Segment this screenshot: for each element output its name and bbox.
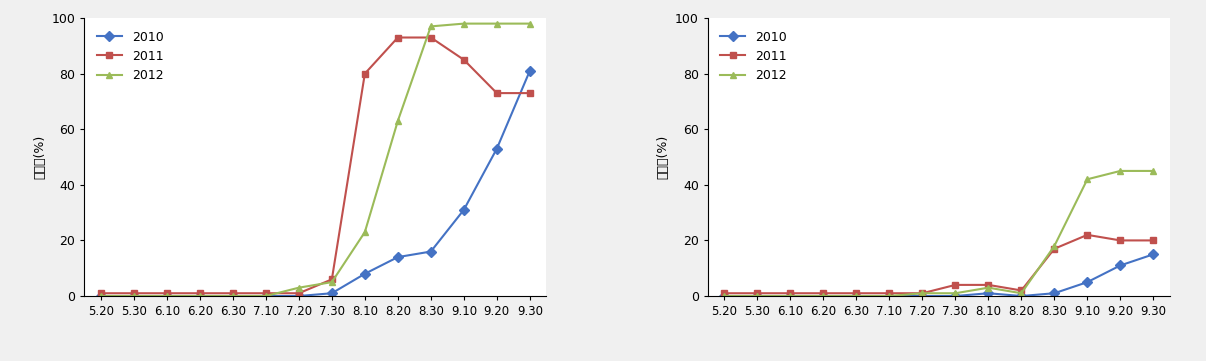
2011 <box>358 71 373 76</box>
2011 <box>423 35 438 40</box>
2010 <box>1146 252 1160 256</box>
2010 <box>882 294 896 298</box>
2012 <box>915 291 930 295</box>
2012 <box>1047 244 1061 248</box>
2010 <box>718 294 732 298</box>
Line: 2011: 2011 <box>721 231 1157 297</box>
2012 <box>948 291 962 295</box>
2012 <box>750 294 765 298</box>
2011 <box>324 277 339 282</box>
2010 <box>457 208 472 212</box>
Legend: 2010, 2011, 2012: 2010, 2011, 2012 <box>714 24 794 88</box>
2010 <box>1081 280 1095 284</box>
2012 <box>457 21 472 26</box>
Line: 2010: 2010 <box>721 251 1157 300</box>
2010 <box>982 291 996 295</box>
2011 <box>1014 288 1029 293</box>
2012 <box>882 294 896 298</box>
2011 <box>882 291 896 295</box>
2012 <box>324 280 339 284</box>
2011 <box>1146 238 1160 243</box>
2012 <box>982 286 996 290</box>
2010 <box>258 294 273 298</box>
2010 <box>391 255 405 259</box>
2012 <box>292 286 306 290</box>
2010 <box>783 294 797 298</box>
2010 <box>915 294 930 298</box>
2012 <box>522 21 537 26</box>
2011 <box>522 91 537 95</box>
2012 <box>94 294 109 298</box>
2011 <box>127 291 141 295</box>
2010 <box>1047 291 1061 295</box>
2010 <box>423 249 438 254</box>
2012 <box>358 230 373 234</box>
2011 <box>948 283 962 287</box>
2010 <box>226 294 240 298</box>
Line: 2012: 2012 <box>721 168 1157 300</box>
2010 <box>193 294 207 298</box>
2010 <box>1014 294 1029 298</box>
2012 <box>127 294 141 298</box>
2012 <box>423 24 438 29</box>
2011 <box>391 35 405 40</box>
Legend: 2010, 2011, 2012: 2010, 2011, 2012 <box>90 24 170 88</box>
Line: 2011: 2011 <box>98 34 533 297</box>
2010 <box>127 294 141 298</box>
2010 <box>522 69 537 73</box>
2011 <box>718 291 732 295</box>
2012 <box>258 294 273 298</box>
2010 <box>1113 263 1128 268</box>
2012 <box>193 294 207 298</box>
2011 <box>1113 238 1128 243</box>
2010 <box>849 294 863 298</box>
2011 <box>849 291 863 295</box>
2011 <box>490 91 504 95</box>
2011 <box>258 291 273 295</box>
2010 <box>324 291 339 295</box>
2011 <box>292 291 306 295</box>
2011 <box>193 291 207 295</box>
Y-axis label: 발병율(%): 발병율(%) <box>656 135 669 179</box>
2010 <box>948 294 962 298</box>
2010 <box>358 271 373 276</box>
2011 <box>750 291 765 295</box>
2010 <box>159 294 174 298</box>
2011 <box>94 291 109 295</box>
2012 <box>391 119 405 123</box>
2010 <box>490 147 504 151</box>
2011 <box>982 283 996 287</box>
2011 <box>915 291 930 295</box>
2011 <box>226 291 240 295</box>
2012 <box>849 294 863 298</box>
2010 <box>292 294 306 298</box>
2012 <box>490 21 504 26</box>
2012 <box>783 294 797 298</box>
2010 <box>94 294 109 298</box>
2012 <box>159 294 174 298</box>
2012 <box>226 294 240 298</box>
2012 <box>1081 177 1095 182</box>
2010 <box>816 294 831 298</box>
2010 <box>750 294 765 298</box>
2012 <box>718 294 732 298</box>
2012 <box>1146 169 1160 173</box>
2012 <box>1113 169 1128 173</box>
2011 <box>159 291 174 295</box>
2012 <box>816 294 831 298</box>
2011 <box>457 57 472 62</box>
2012 <box>1014 291 1029 295</box>
2011 <box>1081 233 1095 237</box>
Y-axis label: 발병율(%): 발병율(%) <box>33 135 46 179</box>
Line: 2012: 2012 <box>98 20 533 300</box>
2011 <box>1047 247 1061 251</box>
2011 <box>816 291 831 295</box>
2011 <box>783 291 797 295</box>
Line: 2010: 2010 <box>98 68 533 300</box>
